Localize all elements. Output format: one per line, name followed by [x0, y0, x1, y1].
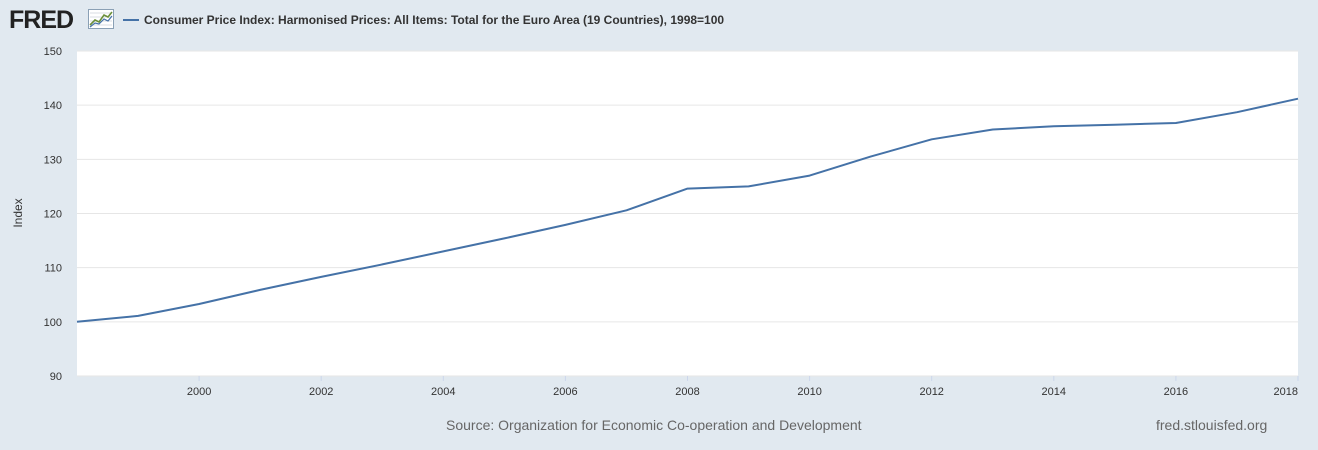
x-tick-label: 2018 — [1274, 386, 1298, 398]
legend-swatch — [123, 19, 139, 21]
chart-header: FRED Consumer Price Index: Harmonised Pr… — [0, 0, 1318, 40]
source-note: Source: Organization for Economic Co-ope… — [446, 417, 862, 433]
y-tick-label: 120 — [44, 209, 62, 221]
fred-logo[interactable]: FRED — [9, 6, 74, 34]
x-tick-label: 2014 — [1042, 386, 1066, 398]
series-line[interactable] — [76, 97, 1299, 323]
x-tick-label: 2002 — [309, 386, 333, 398]
x-tick-label: 2008 — [675, 386, 699, 398]
x-tick-label: 2004 — [431, 386, 455, 398]
y-tick-label: 110 — [44, 263, 62, 275]
y-tick-label: 140 — [44, 100, 62, 112]
y-tick-label: 100 — [44, 317, 62, 329]
fred-logo-graph-icon[interactable] — [88, 9, 114, 29]
y-tick-label: 150 — [44, 46, 62, 58]
legend-label: Consumer Price Index: Harmonised Prices:… — [144, 13, 725, 27]
y-tick-label: 130 — [44, 154, 62, 166]
x-tick-label: 2012 — [919, 386, 943, 398]
x-axis-ticks: 2000 2002 2004 2006 2008 2010 2012 2014 2016 2018 — [187, 376, 1299, 398]
y-axis-label: Index — [11, 198, 25, 227]
y-tick-label: 90 — [50, 371, 62, 383]
x-tick-label: 2006 — [553, 386, 577, 398]
x-tick-label: 2000 — [187, 386, 211, 398]
x-tick-label: 2016 — [1164, 386, 1188, 398]
site-link[interactable]: fred.stlouisfed.org — [1156, 417, 1268, 433]
y-axis-ticks: 90 100 110 120 130 140 150 — [44, 46, 62, 383]
x-tick-label: 2010 — [797, 386, 821, 398]
